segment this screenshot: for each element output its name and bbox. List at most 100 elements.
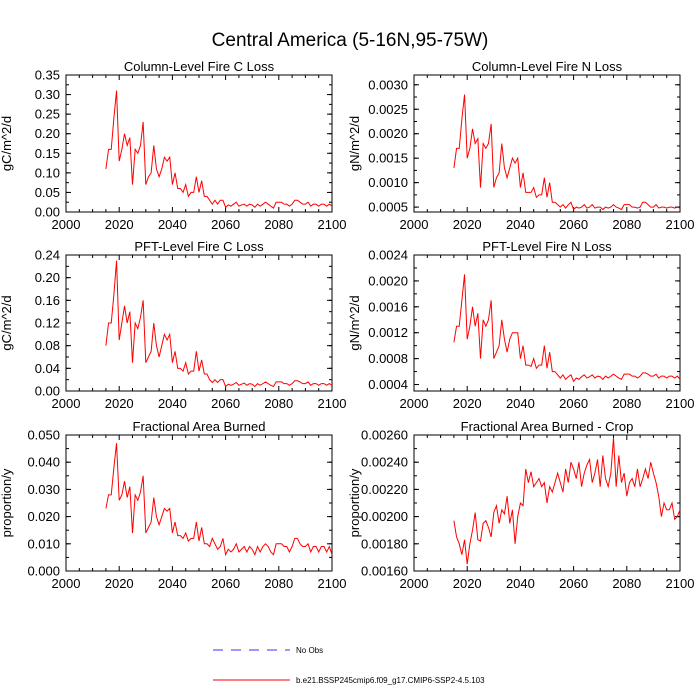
legend-model-label: b.e21.BSSP245cmip6.f09_g17.CMIP6-SSP2-4.… [296, 676, 485, 685]
y-tick-label: 0.20 [35, 270, 60, 285]
y-tick-label: 0.010 [27, 536, 60, 551]
chart-panel: Column-Level Fire N Loss gN/m^2/d 2000 2020… [347, 59, 694, 232]
y-tick-label: 0.050 [27, 428, 60, 443]
x-tick-label: 2020 [105, 396, 134, 411]
y-tick-label: 0.0012 [368, 325, 408, 340]
y-tick-label: 0.0015 [368, 151, 408, 166]
x-tick-label: 2100 [318, 396, 347, 411]
plot-frame [65, 434, 333, 572]
y-tick-label: 0.000 [27, 564, 60, 579]
x-tick-label: 2060 [211, 396, 240, 411]
y-tick-label: 0.15 [35, 146, 60, 161]
panel-title: Fractional Area Burned [133, 419, 266, 434]
y-tick-label: 0.35 [35, 68, 60, 83]
x-tick-label: 2040 [158, 396, 187, 411]
series-line [453, 274, 681, 383]
x-tick-label: 2040 [506, 576, 535, 591]
x-tick-label: 2020 [453, 396, 482, 411]
x-tick-label: 2000 [400, 217, 429, 232]
x-tick-label: 2020 [453, 217, 482, 232]
y-tick-label: 0.05 [35, 185, 60, 200]
chart-panel: PFT-Level Fire N Loss gN/m^2/d 2000 2020 204… [347, 239, 694, 411]
series-line [105, 443, 333, 557]
x-tick-label: 2100 [666, 396, 695, 411]
y-tick-label: 0.0020 [368, 273, 408, 288]
x-tick-label: 2060 [559, 217, 588, 232]
y-tick-label: 0.040 [27, 455, 60, 470]
y-tick-label: 0.00 [35, 384, 60, 399]
legend-obs-label: No Obs [296, 646, 323, 655]
x-tick-label: 2000 [52, 576, 81, 591]
x-tick-label: 2100 [666, 576, 695, 591]
y-tick-label: 0.10 [35, 165, 60, 180]
legend: No Obs b.e21.BSSP245cmip6.f09_g17.CMIP6-… [213, 646, 485, 685]
x-tick-label: 2000 [400, 396, 429, 411]
y-axis-label: gN/m^2/d [347, 116, 362, 171]
x-tick-label: 2000 [52, 396, 81, 411]
y-tick-label: 0.020 [27, 509, 60, 524]
x-tick-label: 2040 [506, 396, 535, 411]
y-tick-label: 0.0020 [368, 126, 408, 141]
y-axis-label: proportion/y [347, 468, 362, 537]
y-tick-label: 0.0025 [368, 102, 408, 117]
x-tick-label: 2100 [666, 217, 695, 232]
figure-title: Central America (5-16N,95-75W) [212, 30, 489, 51]
y-axis-label: gC/m^2/d [0, 295, 14, 350]
y-tick-label: 0.25 [35, 107, 60, 122]
y-tick-label: 0.0016 [368, 299, 408, 314]
x-tick-label: 2040 [158, 576, 187, 591]
y-tick-label: 0.00180 [361, 536, 408, 551]
y-tick-label: 0.16 [35, 293, 60, 308]
panel-title: PFT-Level Fire C Loss [134, 239, 264, 254]
y-tick-label: 0.12 [35, 316, 60, 331]
y-tick-label: 0.0008 [368, 351, 408, 366]
chart-panel: Column-Level Fire C Loss gC/m^2/d 2000 2020… [0, 59, 346, 232]
chart-panel: Fractional Area Burned proportion/y 2000 20… [0, 419, 346, 591]
y-tick-label: 0.0010 [368, 175, 408, 190]
x-tick-label: 2080 [612, 576, 641, 591]
y-tick-label: 0.04 [35, 361, 60, 376]
x-tick-label: 2080 [264, 217, 293, 232]
y-tick-label: 0.24 [35, 248, 60, 263]
plot-frame [413, 254, 681, 392]
x-tick-label: 2000 [400, 576, 429, 591]
x-tick-label: 2080 [612, 217, 641, 232]
x-tick-label: 2000 [52, 217, 81, 232]
y-tick-label: 0.08 [35, 338, 60, 353]
y-tick-label: 0.0024 [368, 248, 408, 263]
y-tick-label: 0.0004 [368, 377, 408, 392]
x-tick-label: 2060 [559, 576, 588, 591]
series-line [453, 437, 681, 565]
x-tick-label: 2080 [612, 396, 641, 411]
series-line [453, 94, 681, 211]
y-tick-label: 0.0005 [368, 200, 408, 215]
x-tick-label: 2060 [211, 576, 240, 591]
y-axis-label: proportion/y [0, 468, 14, 537]
series-line [105, 260, 333, 388]
x-tick-label: 2020 [105, 576, 134, 591]
panel-title: Column-Level Fire C Loss [124, 59, 275, 74]
y-axis-label: gN/m^2/d [347, 295, 362, 350]
x-tick-label: 2100 [318, 576, 347, 591]
y-tick-label: 0.00240 [361, 455, 408, 470]
x-tick-label: 2040 [506, 217, 535, 232]
x-tick-label: 2080 [264, 396, 293, 411]
y-tick-label: 0.00220 [361, 482, 408, 497]
y-tick-label: 0.00 [35, 205, 60, 220]
x-tick-label: 2100 [318, 217, 347, 232]
y-tick-label: 0.030 [27, 482, 60, 497]
y-tick-label: 0.00160 [361, 564, 408, 579]
x-tick-label: 2060 [211, 217, 240, 232]
series-line [105, 90, 333, 209]
plot-frame [413, 74, 681, 213]
panel-title: Fractional Area Burned - Crop [461, 419, 634, 434]
x-tick-label: 2020 [105, 217, 134, 232]
y-tick-label: 0.00260 [361, 428, 408, 443]
x-tick-label: 2080 [264, 576, 293, 591]
y-tick-label: 0.20 [35, 126, 60, 141]
y-tick-label: 0.30 [35, 87, 60, 102]
panel-title: Column-Level Fire N Loss [472, 59, 623, 74]
chart-panel: Fractional Area Burned - Crop proportion/… [347, 419, 694, 591]
y-tick-label: 0.00200 [361, 509, 408, 524]
